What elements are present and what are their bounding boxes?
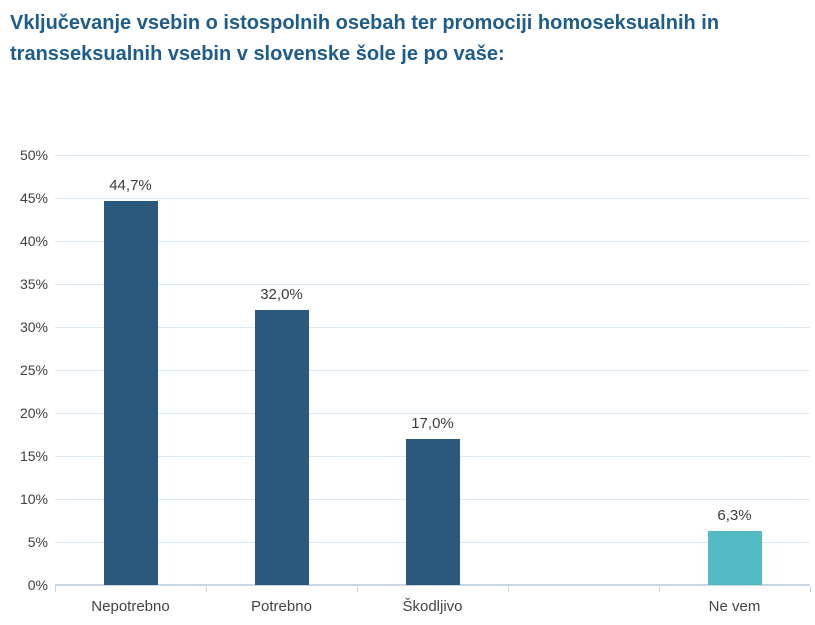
y-axis-label: 45% xyxy=(19,190,48,206)
y-axis-label: 50% xyxy=(19,147,48,163)
gridline-35% xyxy=(55,284,810,285)
bar-nepotrebno xyxy=(103,200,158,585)
gridline-25% xyxy=(55,370,810,371)
x-axis-tick xyxy=(206,586,207,592)
y-axis-label: 30% xyxy=(19,319,48,335)
bar-value-label: 32,0% xyxy=(260,285,303,303)
x-axis-category-label: Ne vem xyxy=(708,598,761,615)
bar-škodljivo xyxy=(405,438,460,585)
x-axis-category-label: Škodljivo xyxy=(402,598,463,615)
gridline-45% xyxy=(55,198,810,199)
y-axis-label: 20% xyxy=(19,405,48,421)
gridline-40% xyxy=(55,241,810,242)
bar-potrebno xyxy=(254,309,309,585)
x-axis-line xyxy=(55,584,810,586)
y-axis-label: 25% xyxy=(19,362,48,378)
x-axis-tick xyxy=(508,586,509,592)
x-axis-category-label: Potrebno xyxy=(251,598,312,615)
bar-ne-vem xyxy=(707,530,762,585)
x-axis-tick xyxy=(810,586,811,592)
x-axis-tick xyxy=(55,586,56,592)
gridline-20% xyxy=(55,413,810,414)
bar-value-label: 44,7% xyxy=(109,176,152,194)
y-axis-label: 15% xyxy=(19,448,48,464)
x-axis-tick xyxy=(659,586,660,592)
y-axis-label: 35% xyxy=(19,276,48,292)
y-axis-label: 10% xyxy=(19,491,48,507)
gridline-50% xyxy=(55,155,810,156)
y-axis-label: 5% xyxy=(27,534,48,550)
y-axis-label: 40% xyxy=(19,233,48,249)
chart-title: Vključevanje vsebin o istospolnih osebah… xyxy=(10,12,720,65)
gridline-30% xyxy=(55,327,810,328)
bar-value-label: 6,3% xyxy=(717,506,752,524)
x-axis-tick xyxy=(357,586,358,592)
y-axis-label: 0% xyxy=(27,577,48,593)
bar-value-label: 17,0% xyxy=(411,414,454,432)
x-axis-category-label: Nepotrebno xyxy=(91,598,170,615)
